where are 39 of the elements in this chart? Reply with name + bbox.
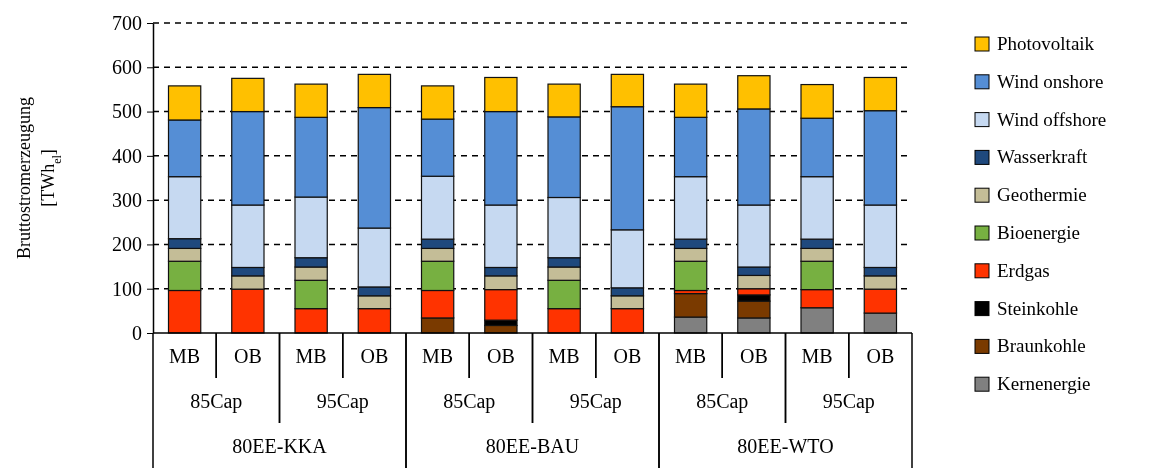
x-tick-label: OB bbox=[866, 344, 895, 367]
legend-label: Wind onshore bbox=[997, 70, 1104, 92]
text: 85Cap bbox=[443, 389, 496, 413]
legend-label: Braunkohle bbox=[997, 335, 1086, 357]
text: 95Cap bbox=[822, 389, 875, 413]
x-tick-label: OB bbox=[739, 344, 768, 367]
text: 80EE-WTO bbox=[737, 434, 834, 457]
legend-label: Steinkohle bbox=[997, 297, 1079, 319]
text: 95Cap bbox=[569, 389, 622, 413]
x-tick-label: MB bbox=[422, 344, 454, 367]
y-tick-label: 200 bbox=[112, 233, 142, 256]
x-tick-label: OB bbox=[233, 344, 262, 367]
x-tick-label: MB bbox=[548, 344, 580, 367]
legend-label: Erdgas bbox=[997, 259, 1050, 281]
x-tick-label: OB bbox=[360, 344, 389, 367]
legend-label: Wind offshore bbox=[997, 108, 1107, 130]
x-tick-label: MB bbox=[169, 344, 201, 367]
y-tick-label: 0 bbox=[132, 321, 142, 344]
x-tick-label: MB bbox=[801, 344, 833, 367]
legend-label: Bioenergie bbox=[997, 222, 1081, 243]
text: 95Cap bbox=[316, 389, 369, 413]
y-tick-label: 500 bbox=[112, 100, 142, 123]
y-tick-label: 700 bbox=[112, 11, 142, 34]
text: 85Cap bbox=[696, 389, 749, 413]
legend-label: Kernenergie bbox=[997, 373, 1091, 395]
legend-label: Wasserkraft bbox=[997, 146, 1088, 168]
y-tick-label: 100 bbox=[112, 277, 142, 300]
text: 85Cap bbox=[190, 389, 243, 413]
x-tick-label: OB bbox=[613, 344, 642, 367]
text: 80EE-KKA bbox=[232, 434, 328, 457]
y-tick-label: 600 bbox=[112, 56, 142, 79]
x-tick-label: OB bbox=[486, 344, 515, 367]
y-tick-label: 300 bbox=[112, 189, 142, 212]
legend-label: Photovoltaik bbox=[997, 33, 1095, 54]
x-tick-label: MB bbox=[295, 344, 327, 367]
y-tick-label: 400 bbox=[112, 144, 142, 167]
legend-label: Geothermie bbox=[997, 184, 1087, 206]
text: 80EE-BAU bbox=[485, 434, 580, 457]
x-tick-label: MB bbox=[675, 344, 707, 367]
